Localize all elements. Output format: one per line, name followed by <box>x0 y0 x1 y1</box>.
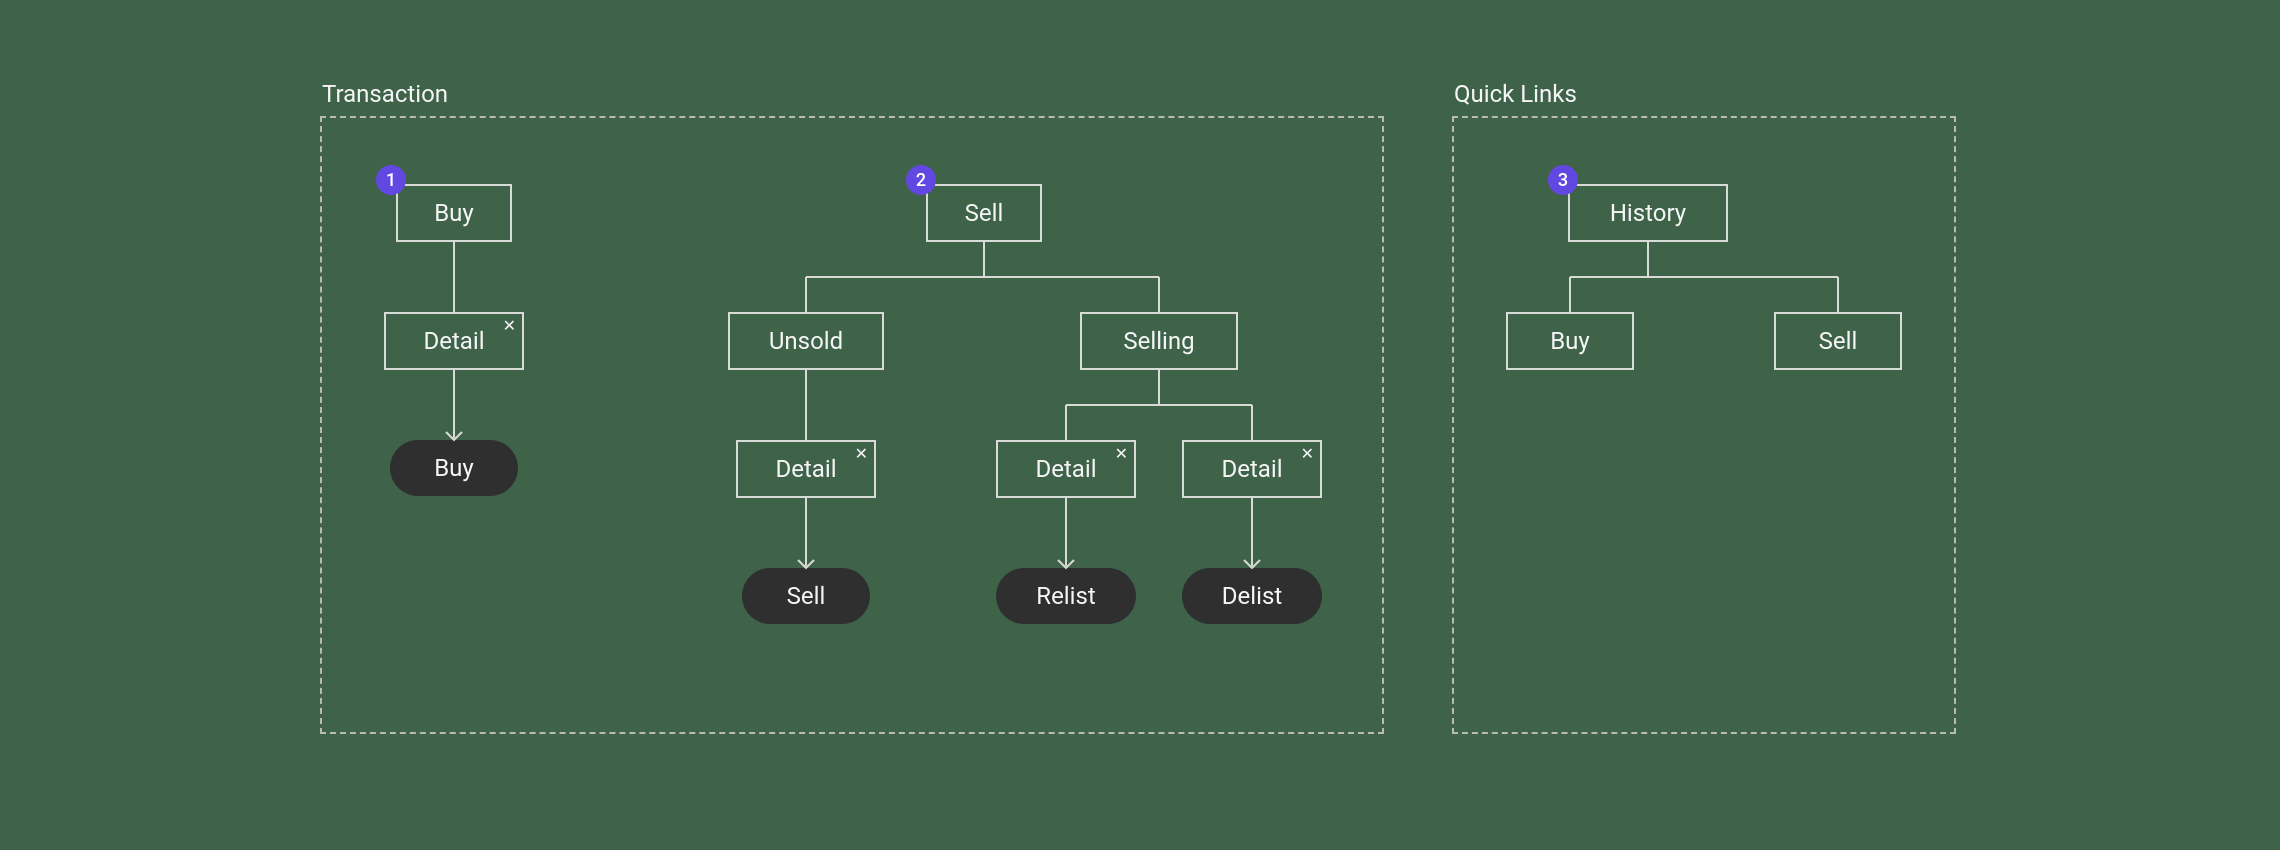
step-badge-b2: 2 <box>906 165 936 195</box>
node-history_root: History <box>1568 184 1728 242</box>
node-buy_detail: Detail ✕ <box>384 312 524 370</box>
panel-title-transaction: Transaction <box>322 80 448 108</box>
node-sell_root: Sell <box>926 184 1042 242</box>
action-label-delist_action: Delist <box>1222 582 1282 610</box>
step-badge-b1: 1 <box>376 165 406 195</box>
node-label-selling_detail1: Detail <box>1035 455 1096 483</box>
close-icon: ✕ <box>1301 446 1314 462</box>
node-selling_detail2: Detail ✕ <box>1182 440 1322 498</box>
node-label-selling_detail2: Detail <box>1221 455 1282 483</box>
node-label-history_sell: Sell <box>1819 327 1858 355</box>
node-label-buy_root: Buy <box>434 199 474 227</box>
action-relist_action: Relist <box>996 568 1136 624</box>
node-label-buy_detail: Detail <box>423 327 484 355</box>
action-sell_action: Sell <box>742 568 870 624</box>
node-history_buy: Buy <box>1506 312 1634 370</box>
node-label-history_root: History <box>1610 199 1686 227</box>
step-badge-label-b1: 1 <box>386 170 396 191</box>
node-unsold: Unsold <box>728 312 884 370</box>
close-icon: ✕ <box>855 446 868 462</box>
node-buy_root: Buy <box>396 184 512 242</box>
node-selling: Selling <box>1080 312 1238 370</box>
step-badge-label-b3: 3 <box>1558 170 1568 191</box>
panel-title-quicklinks: Quick Links <box>1454 80 1577 108</box>
close-icon: ✕ <box>1115 446 1128 462</box>
action-label-sell_action: Sell <box>787 582 826 610</box>
node-selling_detail1: Detail ✕ <box>996 440 1136 498</box>
action-delist_action: Delist <box>1182 568 1322 624</box>
step-badge-b3: 3 <box>1548 165 1578 195</box>
action-label-buy_action: Buy <box>434 454 474 482</box>
node-history_sell: Sell <box>1774 312 1902 370</box>
action-buy_action: Buy <box>390 440 518 496</box>
node-label-sell_root: Sell <box>965 199 1004 227</box>
step-badge-label-b2: 2 <box>916 170 926 191</box>
node-label-unsold_detail: Detail <box>775 455 836 483</box>
node-label-history_buy: Buy <box>1550 327 1590 355</box>
node-label-unsold: Unsold <box>769 327 843 355</box>
node-unsold_detail: Detail ✕ <box>736 440 876 498</box>
close-icon: ✕ <box>503 318 516 334</box>
action-label-relist_action: Relist <box>1036 582 1095 610</box>
diagram-canvas: Transaction Quick Links Buy Detail ✕ Sell Unso… <box>0 0 2280 850</box>
node-label-selling: Selling <box>1123 327 1194 355</box>
